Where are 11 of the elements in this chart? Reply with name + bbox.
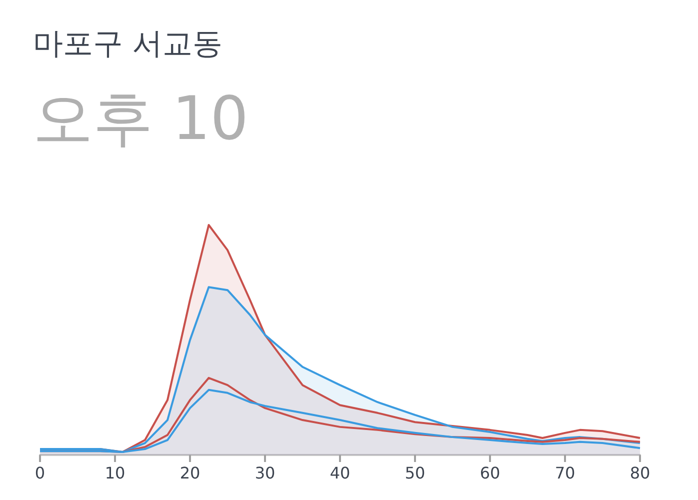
x-tick-label: 0 <box>34 464 46 482</box>
x-tick-label: 80 <box>630 464 650 482</box>
x-tick-label: 70 <box>554 464 576 482</box>
chart-subtitle: 오후 10 <box>33 84 248 154</box>
x-tick-label: 20 <box>180 464 200 482</box>
x-tick-label: 30 <box>254 464 276 482</box>
x-tick-label: 60 <box>480 464 500 482</box>
chart-title: 마포구 서교동 <box>33 26 223 62</box>
x-tick-label: 40 <box>330 464 350 482</box>
x-tick-label: 50 <box>404 464 426 482</box>
x-tick-label: 10 <box>104 464 126 482</box>
